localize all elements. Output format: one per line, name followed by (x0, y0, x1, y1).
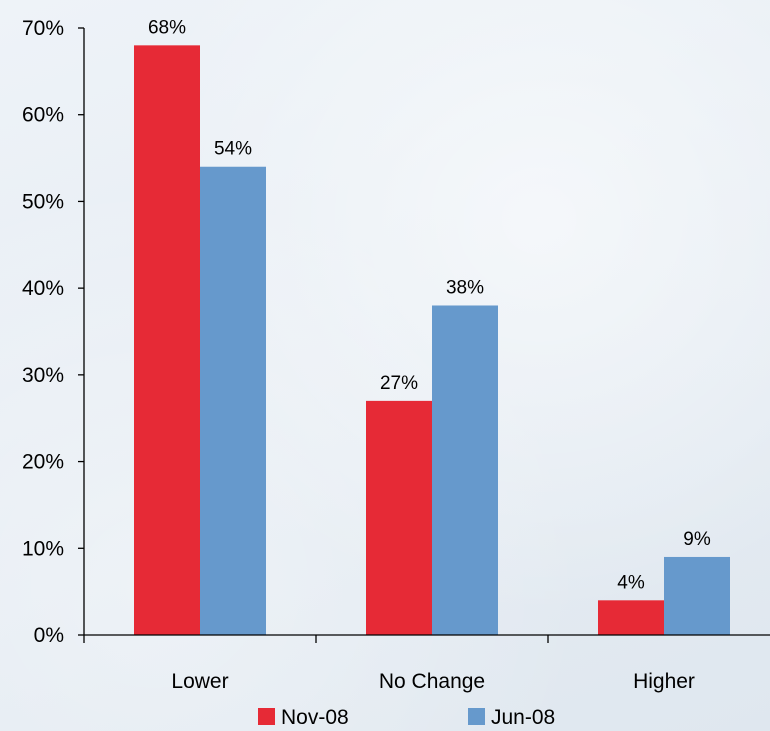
bar-jun-08-no-change (432, 305, 498, 635)
y-tick-label: 0% (34, 624, 64, 647)
legend-swatch-nov-08 (258, 708, 275, 725)
bar-jun-08-lower (200, 166, 266, 635)
legend-label-nov-08: Nov-08 (281, 706, 349, 729)
bar-jun-08-higher (664, 556, 730, 635)
axes-layer: Lower No Change Higher 0% 10% 20% 30% 40% 50% 60%… (22, 17, 770, 693)
legend-swatch-jun-08 (468, 708, 485, 725)
bar-nov-08-higher (598, 600, 664, 635)
data-label-jun-08-higher: 9% (683, 529, 711, 550)
y-tick-label: 20% (22, 451, 64, 474)
x-tick-label-lower: Lower (171, 670, 228, 693)
bar-nov-08-lower (134, 45, 200, 636)
y-tick-label: 10% (22, 537, 64, 560)
bars-layer (134, 45, 730, 636)
y-tick-label: 60% (22, 104, 64, 127)
y-tick-label: 50% (22, 190, 64, 213)
data-label-jun-08-no-change: 38% (446, 277, 484, 298)
y-tick-label: 40% (22, 277, 64, 300)
x-tick-label-no-change: No Change (379, 670, 485, 693)
data-labels-layer: 68% 54% 27% 38% 4% 9% (148, 17, 711, 593)
data-label-nov-08-higher: 4% (617, 572, 645, 593)
legend: Nov-08 Jun-08 (258, 706, 555, 729)
data-label-nov-08-no-change: 27% (380, 373, 418, 394)
y-tick-label: 30% (22, 364, 64, 387)
y-tick-label: 70% (22, 17, 64, 40)
bar-nov-08-no-change (366, 400, 432, 635)
data-label-nov-08-lower: 68% (148, 17, 186, 38)
legend-label-jun-08: Jun-08 (491, 706, 555, 729)
data-label-jun-08-lower: 54% (214, 139, 252, 160)
x-tick-label-higher: Higher (633, 670, 695, 693)
